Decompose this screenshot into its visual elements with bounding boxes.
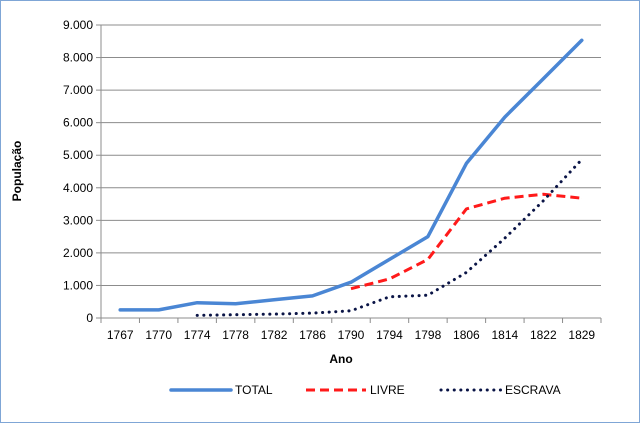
x-tick-label: 1829 <box>568 328 595 342</box>
y-tick-label: 6.000 <box>63 116 93 130</box>
legend-label-livre: LIVRE <box>370 383 405 397</box>
x-tick-label: 1767 <box>107 328 134 342</box>
y-tick-label: 9.000 <box>63 18 93 32</box>
x-tick-label: 1794 <box>376 328 403 342</box>
x-tick-label: 1814 <box>491 328 518 342</box>
y-tick-label: 4.000 <box>63 181 93 195</box>
x-axis-label: Ano <box>329 352 352 366</box>
x-tick-label: 1822 <box>530 328 557 342</box>
y-axis-label: População <box>10 141 24 202</box>
y-tick-label: 1.000 <box>63 278 93 292</box>
x-tick-label: 1786 <box>299 328 326 342</box>
series-line-escrava <box>197 160 582 316</box>
x-tick-label: 1782 <box>261 328 288 342</box>
x-tick-label: 1798 <box>415 328 442 342</box>
legend-label-escrava: ESCRAVA <box>505 383 561 397</box>
y-tick-label: 5.000 <box>63 148 93 162</box>
x-tick-label: 1778 <box>222 328 249 342</box>
x-tick-label: 1806 <box>453 328 480 342</box>
y-tick-label: 2.000 <box>63 246 93 260</box>
y-tick-label: 3.000 <box>63 213 93 227</box>
x-tick-label: 1770 <box>145 328 172 342</box>
y-tick-label: 7.000 <box>63 83 93 97</box>
x-tick-label: 1774 <box>184 328 211 342</box>
y-tick-label: 0 <box>86 311 93 325</box>
y-tick-label: 8.000 <box>63 51 93 65</box>
series-line-livre <box>351 194 582 288</box>
x-tick-label: 1790 <box>338 328 365 342</box>
legend-label-total: TOTAL <box>235 383 273 397</box>
series-line-total <box>120 40 582 310</box>
